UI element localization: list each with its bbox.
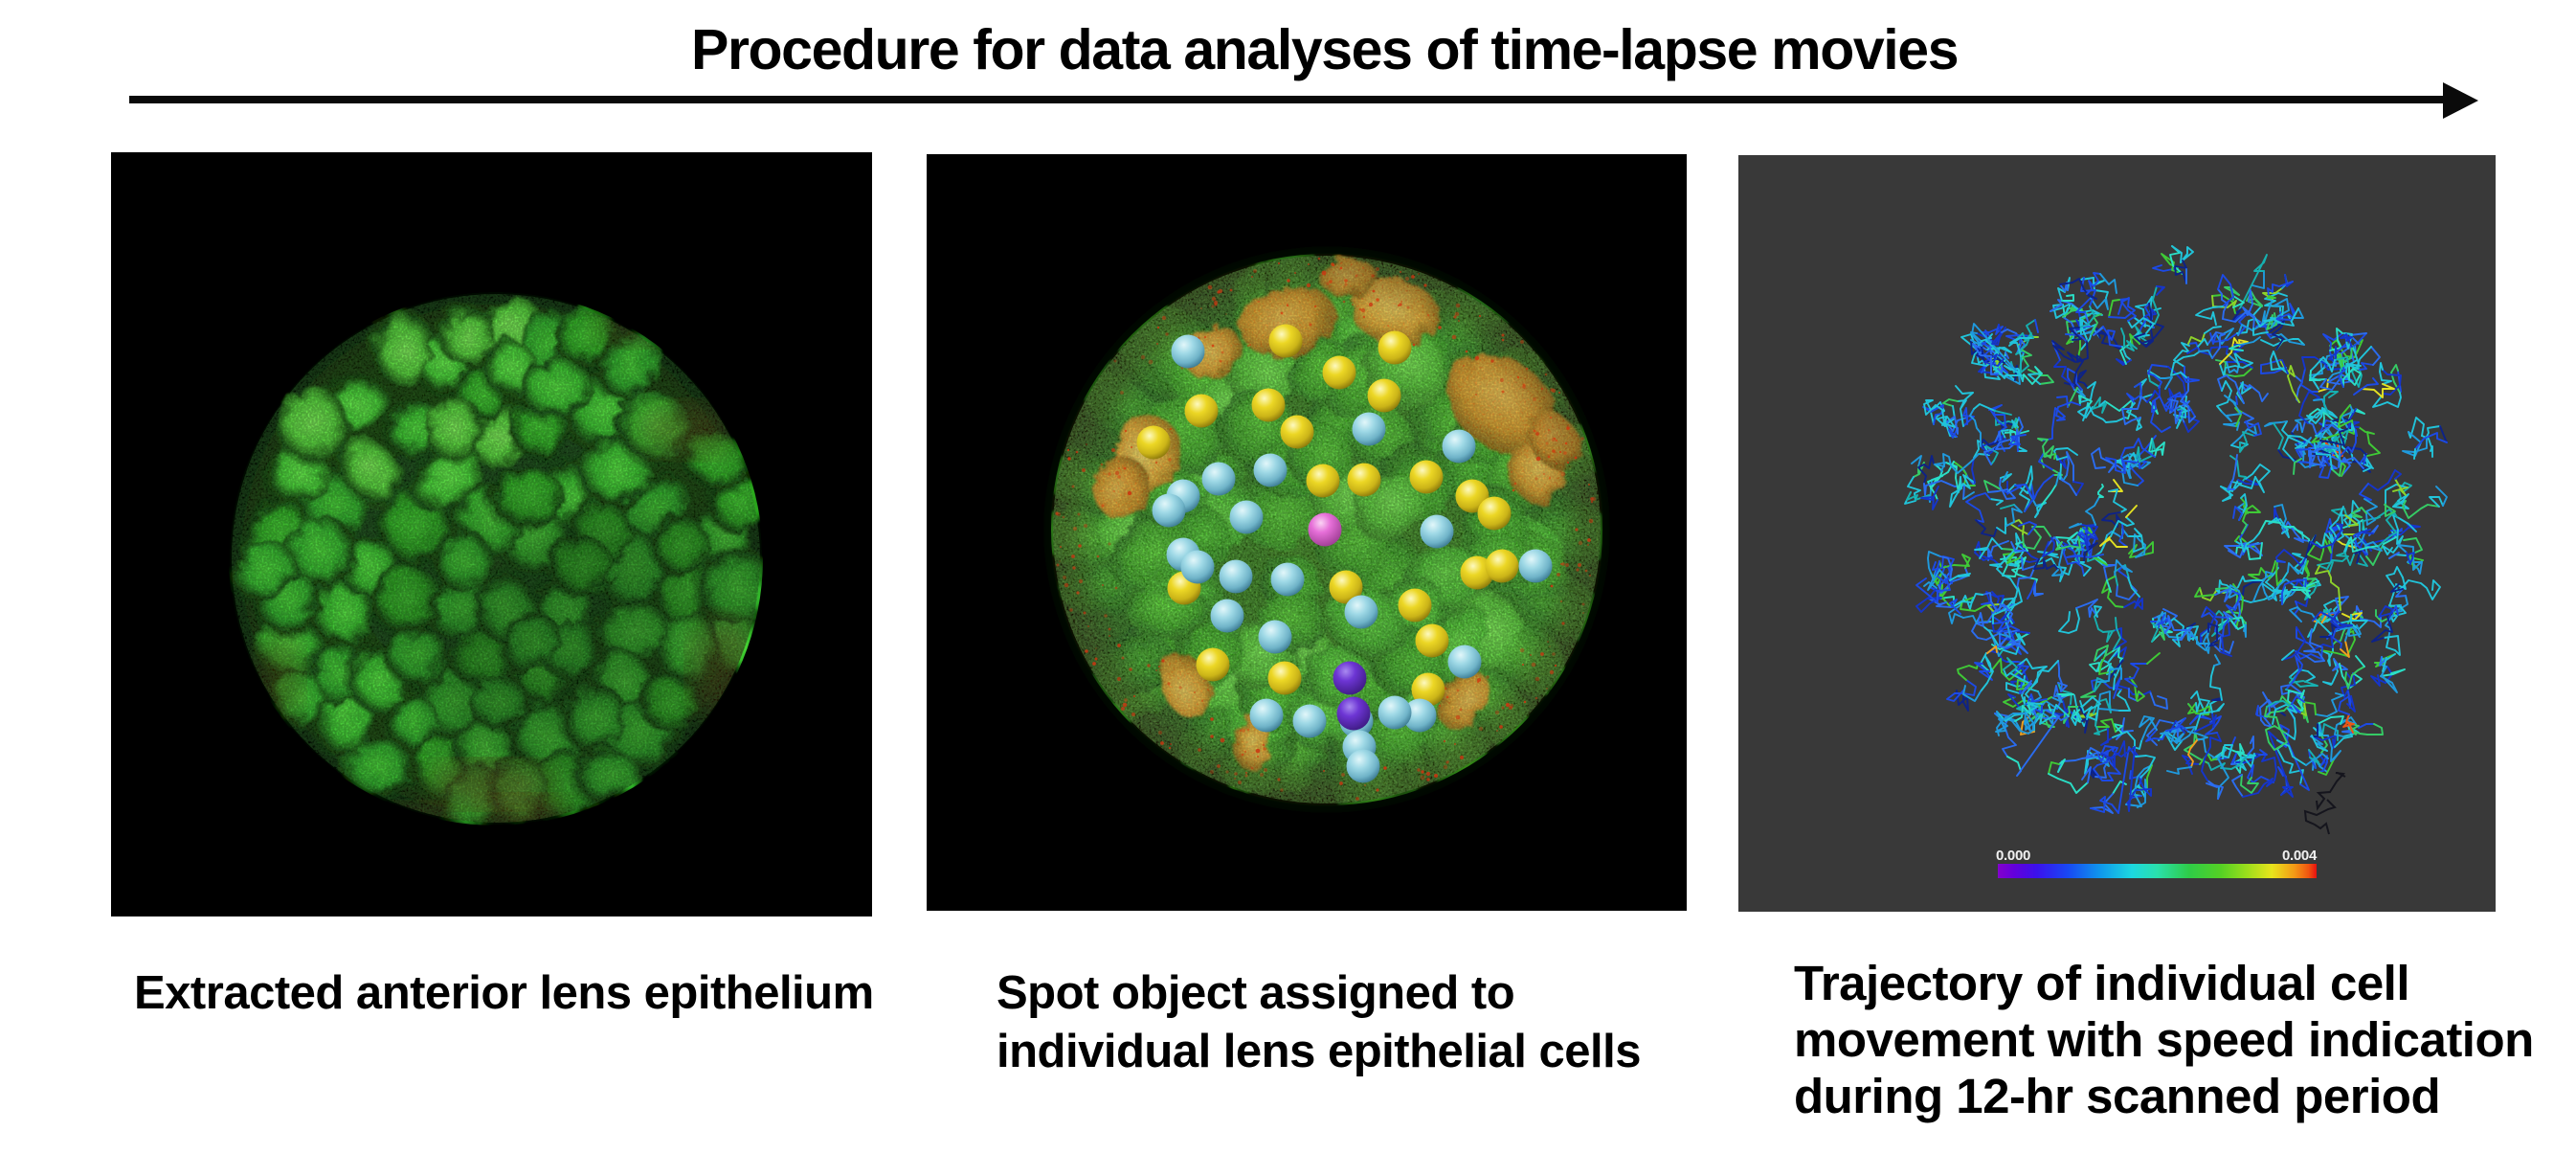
svg-text:0.004: 0.004 (2282, 848, 2318, 864)
svg-text:0.000: 0.000 (1996, 848, 2030, 864)
